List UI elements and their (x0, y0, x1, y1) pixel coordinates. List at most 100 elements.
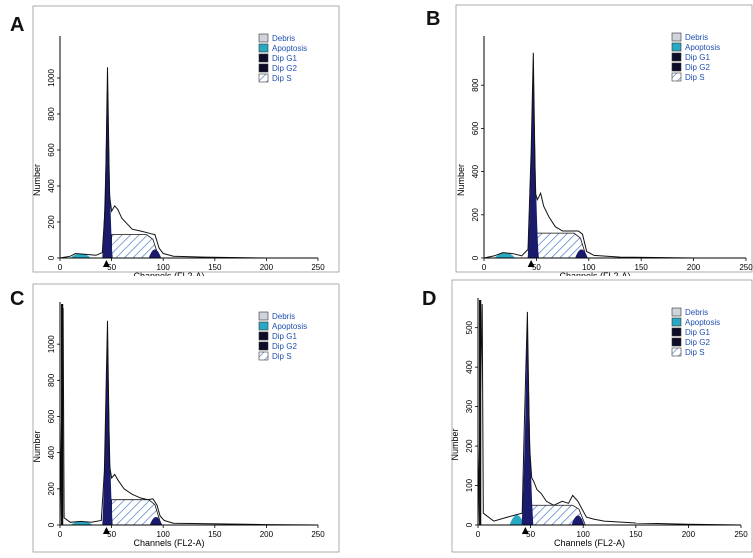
apoptosis-area (509, 515, 525, 525)
x-tick-label: 250 (311, 263, 325, 272)
legend-swatch-dip_s (671, 347, 682, 357)
dip-g1-peak (521, 311, 534, 525)
y-tick-label: 200 (465, 439, 474, 453)
panel-c: C 0 200 400 600 800 1000 0 50 100 150 200 250 Channe… (0, 276, 376, 553)
y-tick-label: 1000 (47, 335, 56, 353)
legend-label-apoptosis: Apoptosis (272, 322, 307, 331)
dip-g1-peak (527, 52, 539, 258)
legend-swatch-apoptosis (258, 321, 269, 331)
legend-label-dip_s: Dip S (685, 73, 705, 82)
legend-swatch-dip_s (258, 351, 269, 361)
y-tick-label: 400 (47, 445, 56, 459)
panel-letter-a: A (10, 14, 25, 36)
legend-label-dip_g2: Dip G2 (272, 342, 297, 351)
legend-label-debris: Debris (685, 308, 708, 317)
y-tick-label: 0 (465, 522, 474, 527)
histogram-outline (59, 67, 318, 259)
channel-marker-icon (102, 260, 110, 267)
legend-swatch-dip_g2 (671, 337, 682, 347)
x-tick-label: 50 (526, 530, 535, 539)
y-axis-label: Number (456, 164, 466, 196)
dip-g2-peak (571, 515, 585, 525)
y-tick-label: 400 (47, 179, 56, 193)
legend-label-dip_g2: Dip G2 (685, 63, 710, 72)
panel-letter-b: B (426, 8, 441, 30)
x-tick-label: 100 (577, 530, 591, 539)
chart-d: 0 100 200 300 400 500 0 50 100 150 200 250 Channels … (450, 279, 753, 553)
histogram-outline (59, 307, 319, 526)
panel-frame (32, 283, 340, 553)
histogram-outline (483, 52, 746, 259)
legend-swatch-dip_g1 (671, 52, 682, 62)
x-tick-label: 200 (260, 530, 274, 539)
legend-swatch-apoptosis (671, 317, 682, 327)
legend-label-dip_g2: Dip G2 (685, 338, 710, 347)
dip-g2-peak (148, 249, 162, 258)
legend-swatch-dip_s (258, 73, 269, 83)
legend-label-dip_g1: Dip G1 (685, 53, 710, 62)
channel-marker-icon (527, 260, 535, 267)
legend-swatch-dip_g1 (258, 331, 269, 341)
legend-label-dip_s: Dip S (272, 74, 292, 83)
panel-frame (455, 4, 753, 273)
channel-marker-icon (102, 527, 110, 534)
dip-g2-peak (149, 517, 163, 525)
x-tick-label: 150 (208, 530, 222, 539)
histogram-outline (477, 303, 742, 526)
x-tick-label: 150 (208, 263, 222, 272)
y-tick-label: 600 (47, 143, 56, 157)
x-tick-label: 200 (682, 530, 696, 539)
y-tick-label: 0 (471, 255, 480, 260)
legend-swatch-dip_g2 (671, 62, 682, 72)
y-tick-label: 0 (47, 255, 56, 260)
y-tick-label: 600 (471, 121, 480, 135)
x-tick-label: 0 (476, 530, 481, 539)
y-tick-label: 200 (471, 208, 480, 222)
legend-swatch-dip_g2 (258, 341, 269, 351)
y-tick-label: 200 (47, 215, 56, 229)
x-tick-label: 100 (157, 530, 171, 539)
x-tick-label: 0 (58, 263, 63, 272)
x-tick-label: 250 (734, 530, 748, 539)
panel-frame (32, 5, 340, 273)
x-tick-label: 100 (582, 263, 596, 272)
legend-swatch-dip_g1 (258, 53, 269, 63)
x-axis-label: Channels (FL2-A) (133, 538, 204, 548)
y-tick-label: 0 (47, 522, 56, 527)
x-tick-label: 150 (629, 530, 643, 539)
panel-frame (451, 279, 753, 553)
panel-letter-c: C (10, 288, 25, 310)
legend-label-apoptosis: Apoptosis (272, 44, 307, 53)
legend-swatch-debris (671, 32, 682, 42)
legend-label-dip_s: Dip S (272, 352, 292, 361)
legend-label-dip_g1: Dip G1 (272, 54, 297, 63)
legend-swatch-debris (258, 311, 269, 321)
y-tick-label: 800 (471, 78, 480, 92)
y-axis-label: Number (32, 164, 42, 196)
y-axis-label: Number (32, 430, 42, 462)
legend-swatch-dip_s (671, 72, 682, 82)
panel-d: D 0 100 200 300 400 500 0 50 100 150 200 250 Channel… (376, 276, 753, 553)
x-axis-label: Channels (FL2-A) (554, 538, 625, 548)
dip-g2-peak (575, 249, 588, 258)
legend-swatch-dip_g2 (258, 63, 269, 73)
legend-swatch-apoptosis (258, 43, 269, 53)
chart-c: 0 200 400 600 800 1000 0 50 100 150 200 250 Channels… (32, 283, 340, 553)
legend-label-dip_g1: Dip G1 (685, 328, 710, 337)
x-tick-label: 50 (107, 263, 116, 272)
dip-g1-peak (102, 320, 113, 525)
x-tick-label: 50 (532, 263, 541, 272)
legend-label-debris: Debris (685, 33, 708, 42)
channel-marker-icon (521, 527, 529, 534)
y-axis-label: Number (450, 428, 460, 460)
legend-label-apoptosis: Apoptosis (685, 318, 720, 327)
x-tick-label: 250 (311, 530, 325, 539)
panel-b: B 0 200 400 600 800 0 50 100 150 200 250 Channels (… (376, 0, 753, 281)
y-tick-label: 200 (47, 482, 56, 496)
legend-swatch-apoptosis (671, 42, 682, 52)
panel-a: A 0 200 400 600 800 1000 0 50 100 150 200 250 Channe… (0, 0, 376, 281)
y-tick-label: 800 (47, 107, 56, 121)
y-tick-label: 400 (471, 164, 480, 178)
x-tick-label: 100 (157, 263, 171, 272)
